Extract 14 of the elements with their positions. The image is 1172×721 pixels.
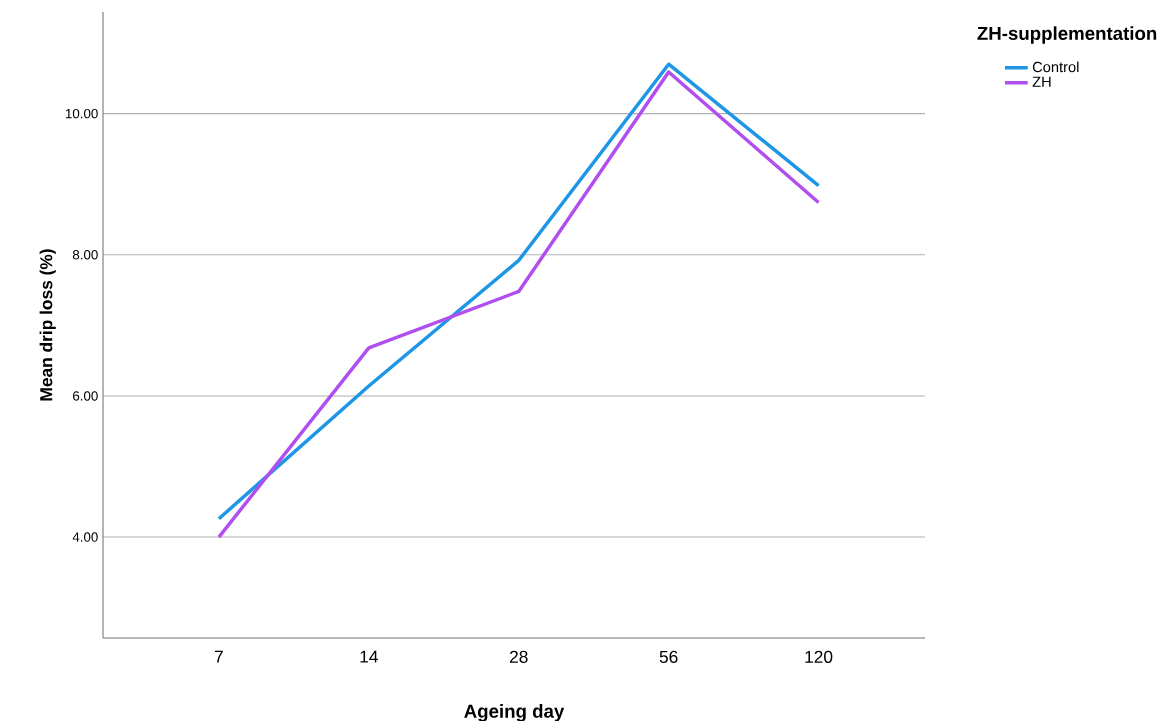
legend-title: ZH-supplementation [977,26,1157,44]
x-tick-label: 7 [214,650,223,663]
y-tick-label: 6.00 [73,391,98,401]
x-axis-title: Ageing day [464,704,565,721]
x-tick-label: 56 [659,650,678,663]
y-tick-label: 10.00 [65,108,98,119]
x-tick-label: 28 [509,650,528,663]
x-tick-label: 14 [360,650,378,663]
legend-label: ZH [1032,76,1051,87]
legend-label: Control [1032,61,1079,73]
y-tick-label: 8.00 [72,250,98,260]
x-tick-label: 120 [805,650,833,663]
y-axis-title: Mean drip loss (%) [39,249,56,401]
y-tick-label: 4.00 [72,532,98,542]
